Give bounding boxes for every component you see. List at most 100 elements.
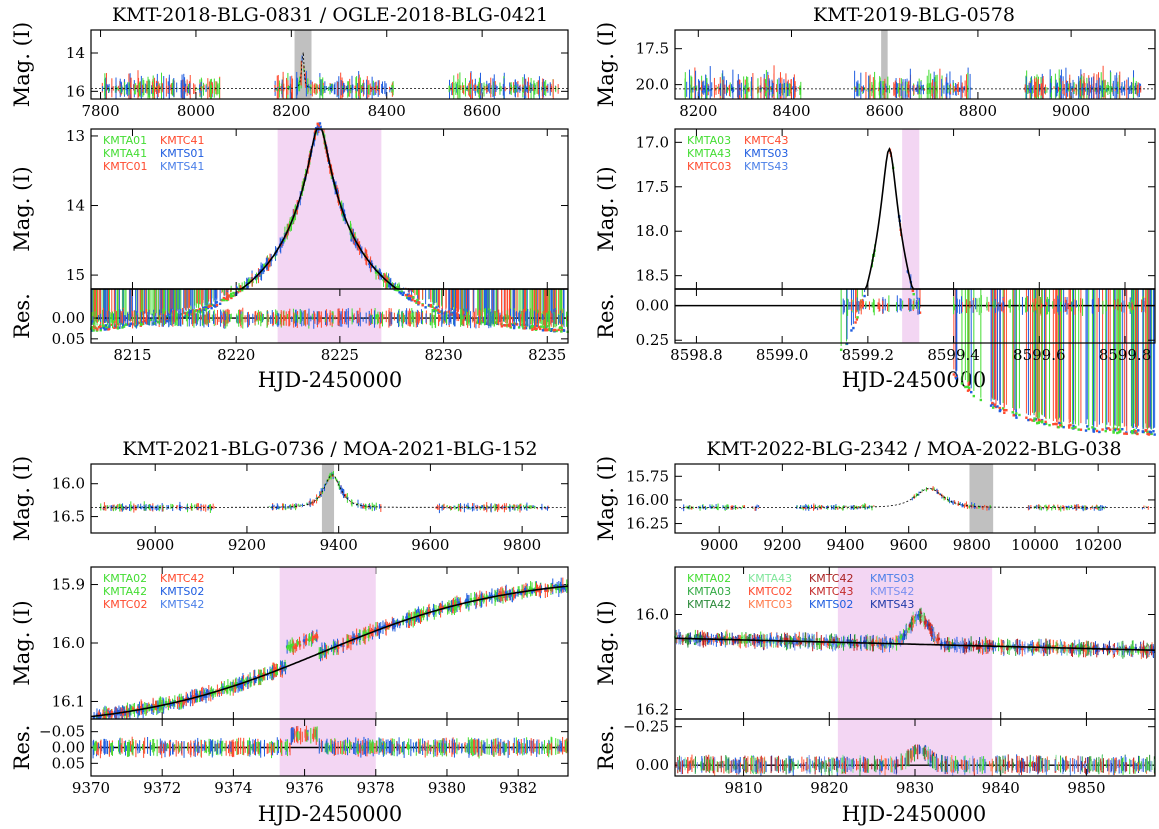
data-marker: [559, 326, 562, 329]
data-marker: [102, 326, 106, 330]
data-marker: [915, 301, 919, 305]
data-marker: [1150, 432, 1153, 436]
data-marker: [1001, 407, 1005, 410]
legend-entry: KMTC43: [744, 134, 788, 147]
data-marker: [1141, 430, 1145, 434]
data-marker: [209, 304, 212, 308]
x-tick-label: 8599.0: [756, 346, 809, 364]
top-y-axis-label: Mag. (I): [10, 22, 34, 108]
data-marker: [140, 323, 143, 326]
data-marker: [1131, 431, 1134, 435]
panel-kmt-2019-blg-0578: KMT-2019-BLG-0578 HJD-2450000 8200 8400 86…: [594, 4, 1156, 436]
data-marker: [1112, 430, 1115, 433]
legend: KMTA01 KMTC41 KMTA41 KMTS01 KMTC01 KMTS41: [103, 134, 204, 173]
data-marker: [1105, 427, 1108, 430]
res-axis: 8598.8 8599.0 8599.2 8599.4 8599.6 8599.8 0.00…: [636, 289, 1155, 364]
data-marker: [1067, 424, 1071, 427]
data-marker: [546, 325, 549, 328]
data-marker: [424, 306, 427, 309]
x-tick-label: 8235: [528, 346, 566, 364]
data-marker: [99, 326, 102, 330]
chart-title: KMT-2019-BLG-0578: [813, 4, 1015, 26]
data-marker: [104, 326, 108, 330]
y-tick-label: 15.9: [52, 576, 85, 594]
data-marker: [863, 294, 866, 298]
data-marker: [226, 297, 229, 300]
data-marker: [382, 278, 385, 282]
data-marker: [1058, 421, 1061, 425]
data-marker: [850, 329, 853, 332]
data-marker: [538, 327, 542, 331]
data-marker: [99, 325, 102, 328]
data-marker: [555, 329, 558, 333]
data-marker: [503, 324, 506, 327]
x-tick-label: 8599.6: [1013, 346, 1066, 364]
data-marker: [218, 302, 222, 306]
data-marker: [1033, 417, 1036, 420]
data-marker: [394, 288, 397, 291]
data-marker: [415, 301, 418, 304]
data-marker: [387, 279, 391, 283]
data-marker: [1002, 408, 1006, 412]
data-marker: [517, 326, 521, 329]
data-marker: [970, 390, 973, 394]
data-marker: [536, 324, 539, 327]
data-marker: [402, 291, 405, 294]
data-marker: [435, 306, 438, 309]
data-marker: [384, 280, 387, 283]
zoom-lightcurve: [90, 567, 569, 776]
data-marker: [508, 324, 511, 328]
data-marker: [994, 405, 998, 409]
data-marker: [1104, 429, 1107, 433]
data-marker: [1069, 423, 1072, 427]
zoom-region-band: [321, 464, 335, 533]
data-marker: [113, 326, 116, 329]
data-marker: [1057, 425, 1060, 429]
data-marker: [1107, 427, 1110, 430]
x-tick-label: 8225: [321, 346, 359, 364]
data-marker: [1059, 423, 1062, 427]
data-marker: [99, 328, 102, 332]
data-marker: [451, 606, 455, 610]
y-tick-label: 17.0: [636, 133, 669, 151]
data-marker: [1048, 423, 1051, 427]
data-marker: [206, 304, 209, 308]
data-marker: [560, 330, 563, 333]
data-marker: [513, 324, 516, 328]
model-curve: [91, 474, 568, 508]
data-marker: [1087, 427, 1090, 431]
data-marker: [153, 322, 156, 325]
data-marker: [1137, 429, 1140, 432]
y-tick-label: 18.5: [636, 267, 669, 285]
y-tick-label: 14: [66, 44, 85, 62]
legend-entry: KMTS41: [160, 160, 204, 173]
y-tick-label: 17.5: [636, 40, 669, 58]
data-marker: [1116, 431, 1119, 435]
data-marker: [1147, 433, 1151, 436]
y-tick-label: 0.00: [52, 309, 85, 327]
data-marker: [523, 327, 526, 330]
data-marker: [1071, 426, 1074, 430]
zoom-lightcurve: [675, 129, 1156, 436]
data-marker: [1068, 426, 1071, 429]
data-marker: [1014, 413, 1017, 417]
data-marker: [413, 299, 417, 303]
top-frame: [90, 29, 569, 100]
data-marker: [1108, 428, 1112, 431]
data-marker: [524, 326, 528, 330]
data-marker: [319, 125, 322, 129]
data-marker: [991, 401, 994, 405]
zoom-region-band: [294, 30, 312, 99]
data-marker: [1115, 427, 1119, 431]
data-marker: [107, 328, 110, 331]
data-marker: [912, 293, 915, 296]
data-marker: [239, 288, 243, 292]
x-tick-label: 9400: [320, 536, 358, 554]
data-marker: [377, 273, 380, 276]
data-marker: [989, 404, 993, 407]
zoom-lightcurve: [90, 122, 569, 343]
data-marker: [1148, 430, 1152, 433]
data-marker: [450, 311, 453, 314]
data-marker: [222, 296, 226, 300]
data-marker: [205, 305, 208, 309]
